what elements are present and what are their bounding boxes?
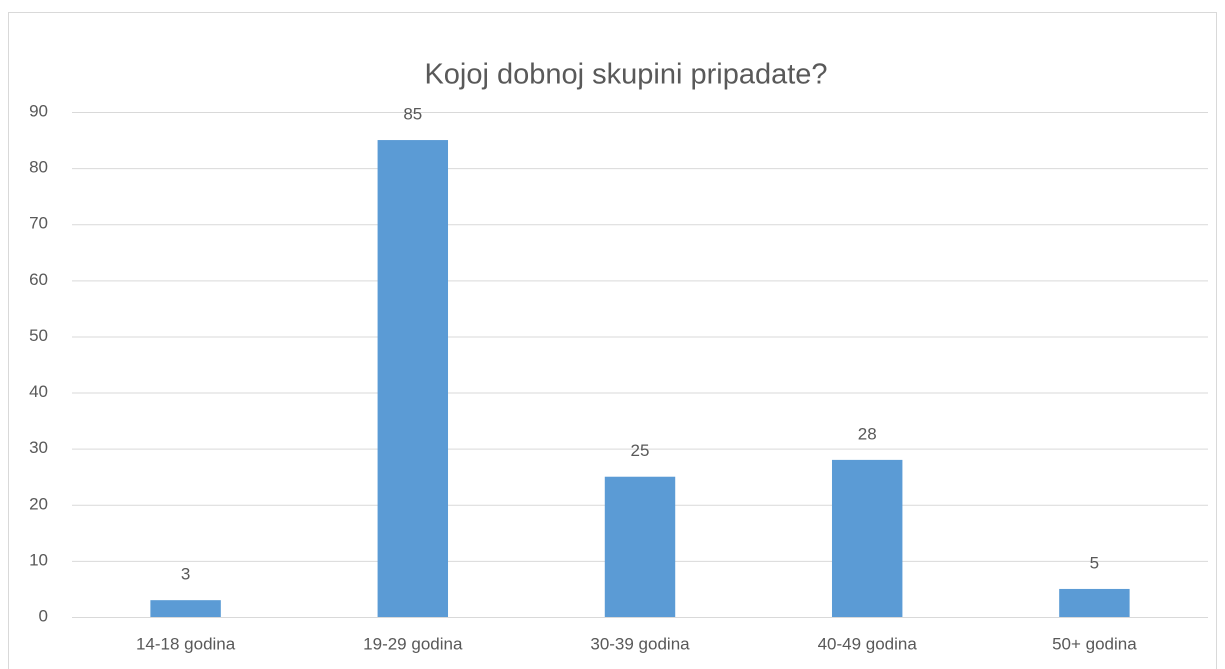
bar [377, 140, 449, 618]
bar [604, 476, 676, 617]
y-tick-label: 0 [39, 606, 48, 625]
y-tick-label: 40 [29, 382, 48, 401]
x-tick-label: 30-39 godina [590, 634, 690, 653]
chart-title: Kojoj dobnoj skupini pripadate? [424, 59, 827, 91]
y-tick-label: 50 [29, 326, 48, 345]
x-tick-label: 14-18 godina [136, 634, 236, 653]
y-tick-label: 60 [29, 270, 48, 289]
y-tick-label: 10 [29, 550, 48, 569]
x-tick-label: 50+ godina [1052, 634, 1137, 653]
y-tick-label: 20 [29, 494, 48, 513]
data-label: 28 [858, 424, 877, 443]
y-tick-label: 70 [29, 214, 48, 233]
y-tick-label: 80 [29, 158, 48, 177]
data-label: 25 [631, 441, 650, 460]
x-tick-label: 40-49 godina [818, 634, 918, 653]
bar [1059, 588, 1130, 617]
y-tick-label: 90 [29, 101, 48, 120]
data-label: 3 [181, 565, 190, 584]
y-tick-label: 30 [29, 438, 48, 457]
data-label: 5 [1090, 553, 1099, 572]
bar [831, 459, 903, 617]
data-label: 85 [403, 105, 422, 124]
bar [150, 600, 221, 617]
x-tick-label: 19-29 godina [363, 634, 463, 653]
